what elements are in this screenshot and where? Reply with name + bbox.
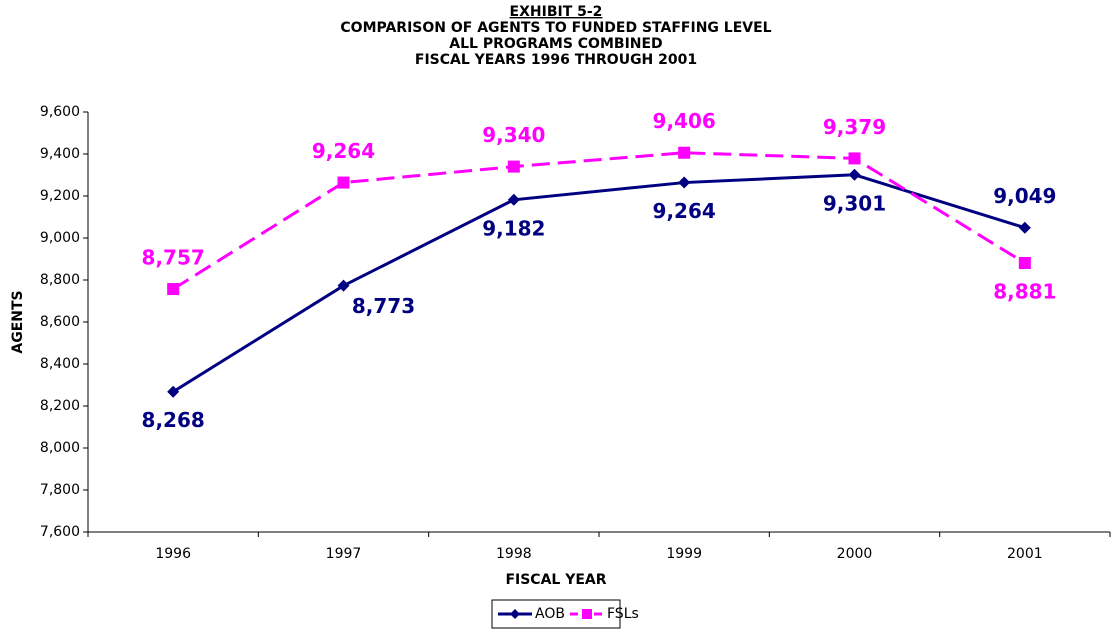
- data-label: 8,757: [142, 246, 205, 270]
- x-tick-label: 1999: [666, 546, 702, 562]
- legend-marker: [582, 609, 592, 619]
- data-label: 9,264: [653, 199, 716, 223]
- legend-marker: [510, 609, 520, 619]
- data-label: 8,773: [352, 294, 415, 318]
- series-line: [172, 151, 1026, 291]
- data-point: [507, 160, 520, 173]
- data-point: [848, 168, 861, 181]
- series-line: [172, 173, 1026, 393]
- y-tick-label: 9,600: [40, 104, 80, 120]
- data-point: [848, 152, 861, 165]
- data-label: 9,049: [993, 184, 1056, 208]
- y-tick-label: 9,000: [40, 230, 80, 246]
- y-tick-label: 8,800: [40, 272, 80, 288]
- data-label: 9,264: [312, 139, 375, 163]
- data-label: 8,881: [993, 279, 1056, 303]
- chart-subtitle: ALL PROGRAMS COMBINED: [449, 36, 662, 52]
- chart-title: EXHIBIT 5-2: [510, 4, 603, 20]
- chart-subtitle: COMPARISON OF AGENTS TO FUNDED STAFFING …: [340, 20, 771, 36]
- x-tick-label: 2000: [837, 546, 873, 562]
- x-tick-label: 1998: [496, 546, 532, 562]
- x-tick-label: 1997: [326, 546, 362, 562]
- data-label: 9,379: [823, 115, 886, 139]
- data-label: 9,301: [823, 191, 886, 215]
- data-label: 9,340: [482, 123, 545, 147]
- data-label: 9,182: [482, 216, 545, 240]
- data-label: 9,406: [653, 109, 716, 133]
- y-tick-label: 8,200: [40, 398, 80, 414]
- data-label: 8,268: [142, 408, 205, 432]
- y-tick-label: 9,200: [40, 188, 80, 204]
- y-tick-label: 8,000: [40, 440, 80, 456]
- legend-label: FSLs: [607, 606, 639, 622]
- data-point: [167, 283, 180, 296]
- data-point: [678, 176, 691, 189]
- x-tick-label: 1996: [155, 546, 191, 562]
- data-point: [167, 385, 180, 398]
- x-axis-title: FISCAL YEAR: [505, 572, 606, 588]
- legend-label: AOB: [535, 606, 565, 622]
- y-tick-label: 8,600: [40, 314, 80, 330]
- y-axis-title: AGENTS: [10, 290, 26, 353]
- data-point: [337, 279, 350, 292]
- x-tick-label: 2001: [1007, 546, 1043, 562]
- y-tick-label: 7,600: [40, 524, 80, 540]
- y-tick-label: 7,800: [40, 482, 80, 498]
- y-tick-label: 9,400: [40, 146, 80, 162]
- data-point: [1018, 256, 1031, 269]
- chart-subtitle: FISCAL YEARS 1996 THROUGH 2001: [415, 52, 697, 68]
- y-tick-label: 8,400: [40, 356, 80, 372]
- data-point: [507, 193, 520, 206]
- data-point: [1018, 221, 1031, 234]
- data-point: [678, 146, 691, 159]
- data-point: [337, 176, 350, 189]
